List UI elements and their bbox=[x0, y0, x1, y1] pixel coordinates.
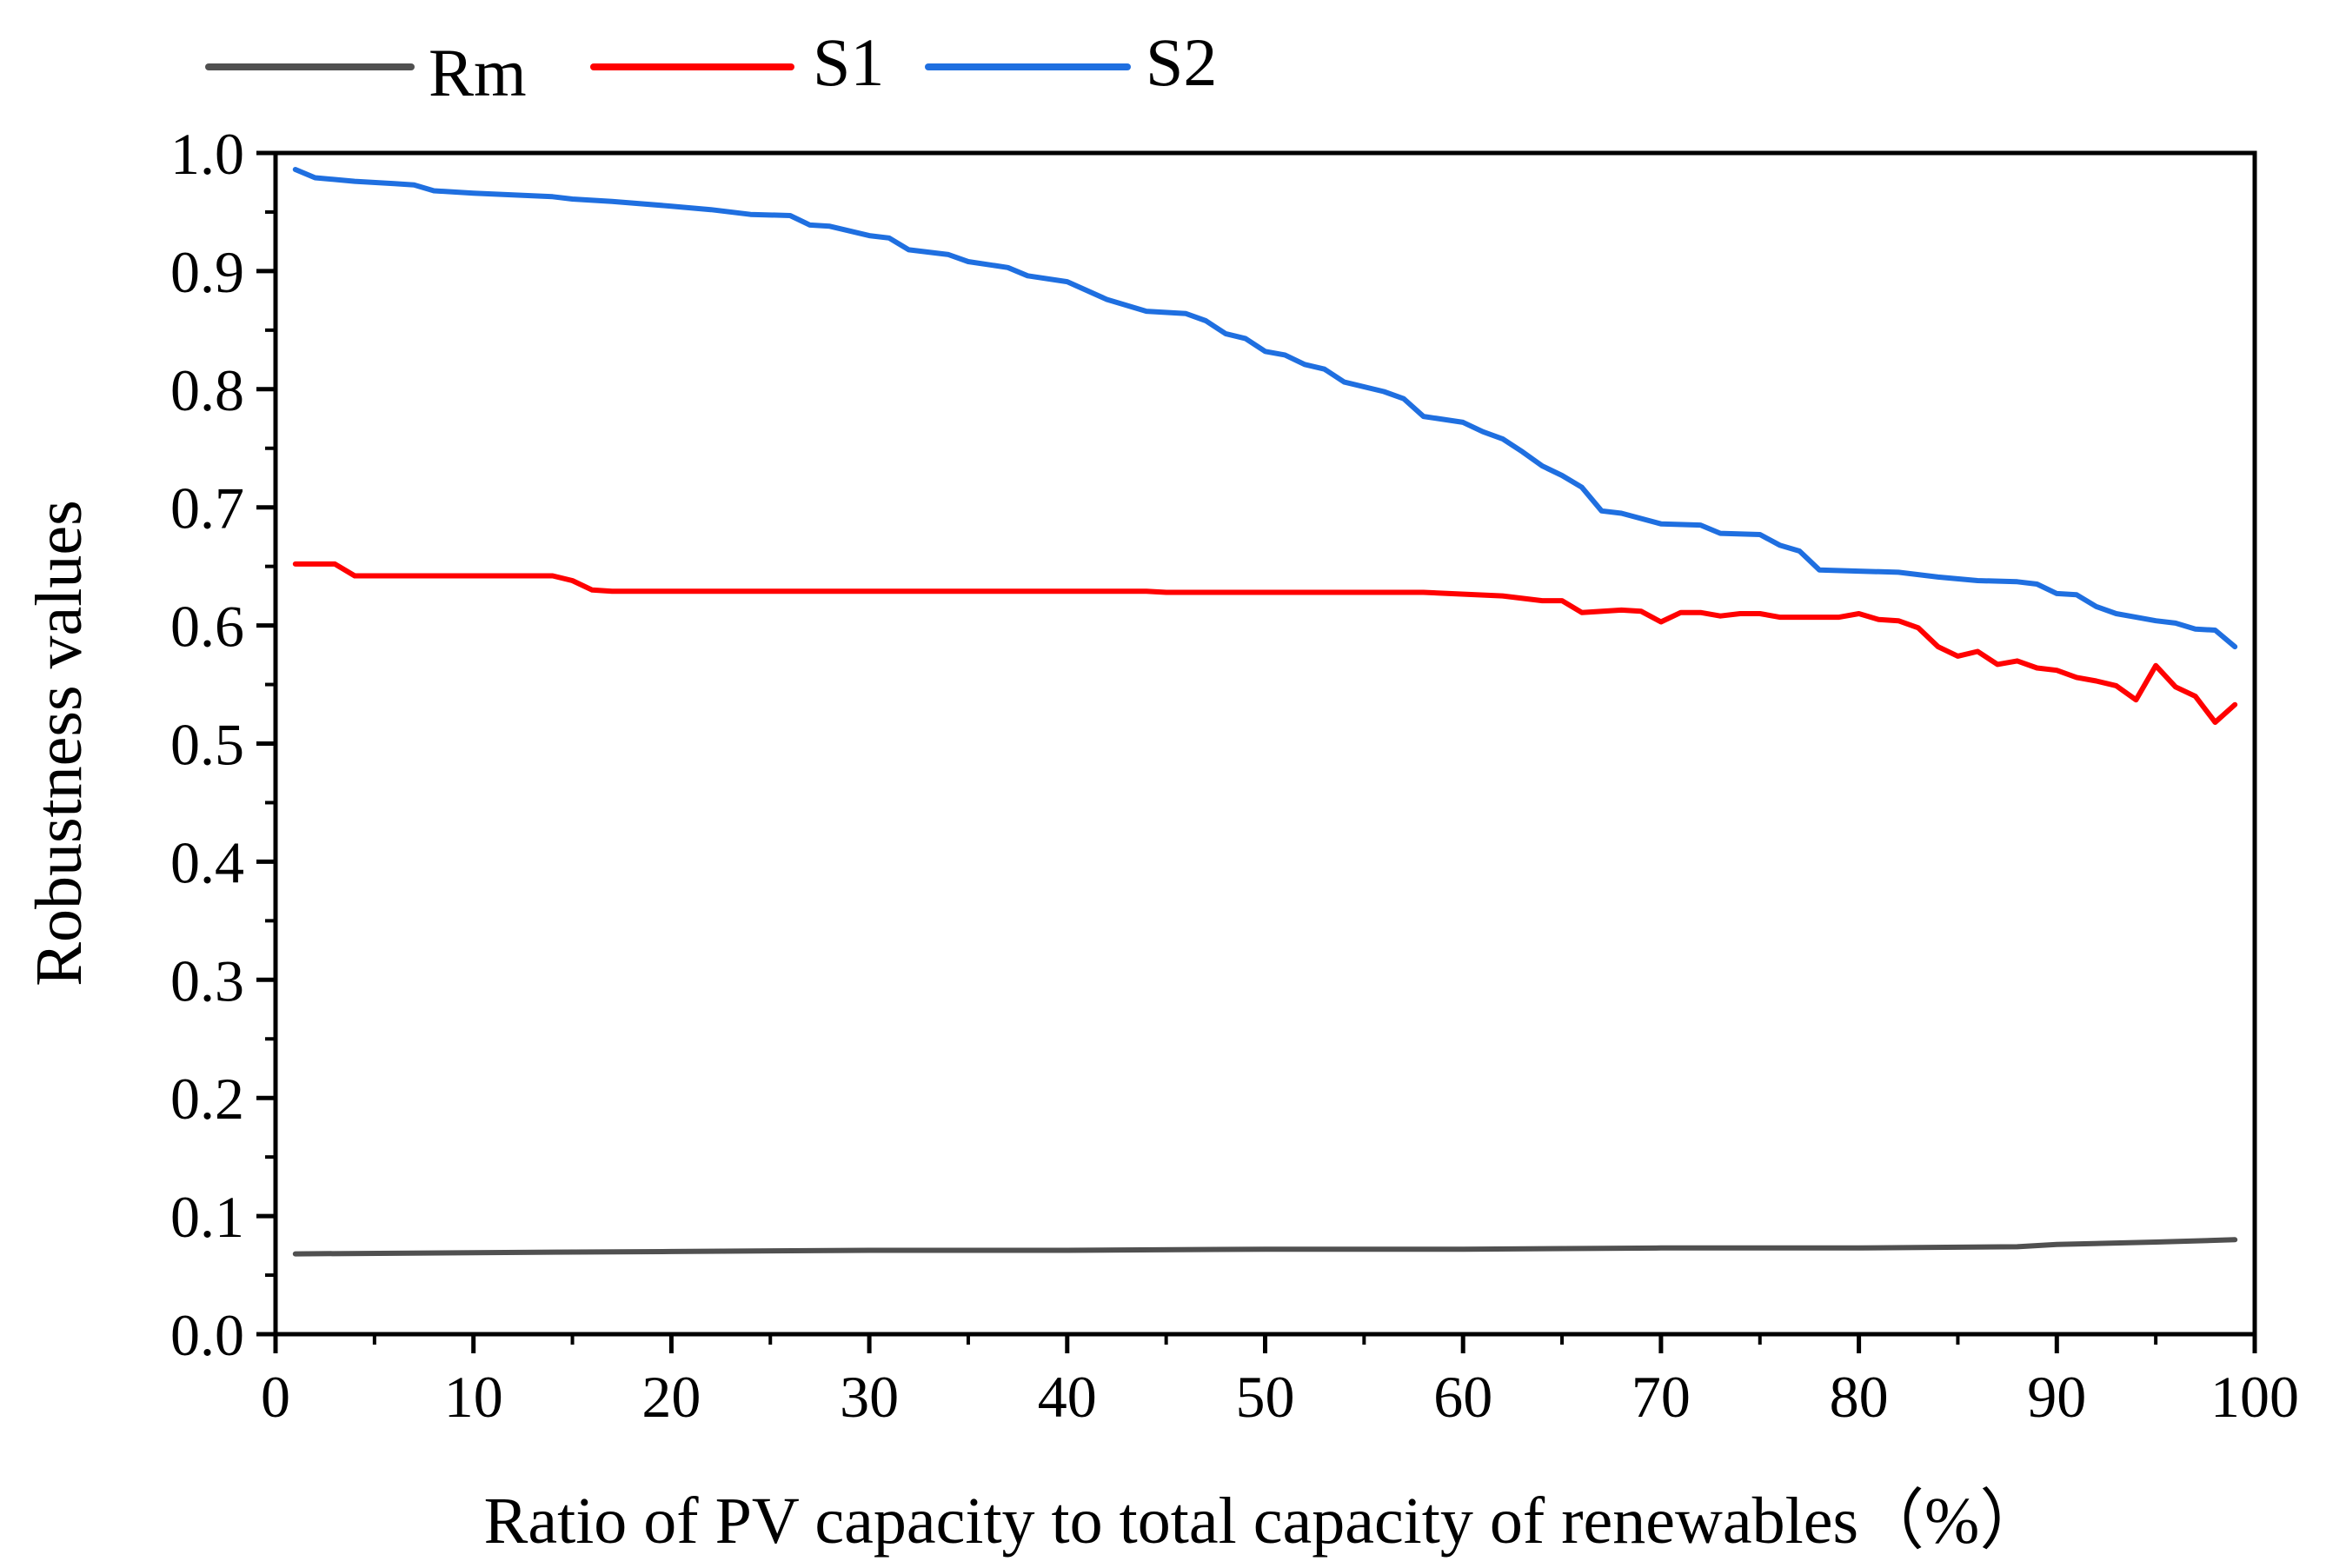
x-tick-label: 30 bbox=[840, 1364, 899, 1430]
series-line-rm bbox=[292, 1237, 2238, 1257]
y-tick-label: 0.5 bbox=[170, 712, 244, 778]
x-tick-label: 80 bbox=[1830, 1364, 1889, 1430]
y-tick-label: 0.1 bbox=[170, 1184, 244, 1250]
legend-label-s1: S1 bbox=[813, 24, 884, 100]
legend-label-s2: S2 bbox=[1146, 24, 1217, 100]
legend-label-rm: Rm bbox=[429, 35, 527, 110]
y-tick-label: 0.9 bbox=[170, 239, 244, 305]
legend: Rm S1 S2 bbox=[205, 24, 1217, 110]
x-tick-label: 100 bbox=[2210, 1364, 2299, 1430]
y-tick-label: 1.0 bbox=[170, 121, 244, 187]
series-line-s1 bbox=[292, 561, 2238, 725]
y-tick-label: 0.0 bbox=[170, 1302, 244, 1368]
y-tick-label: 0.4 bbox=[170, 829, 244, 895]
y-tick-label: 0.3 bbox=[170, 947, 244, 1013]
x-tick-label: 40 bbox=[1038, 1364, 1097, 1430]
y-tick-label: 0.2 bbox=[170, 1066, 244, 1132]
y-axis-title: Robustness values bbox=[23, 500, 96, 986]
x-axis-title: Ratio of PV capacity to total capacity o… bbox=[484, 1485, 2046, 1558]
y-tick-label: 0.8 bbox=[170, 357, 244, 423]
plot-area bbox=[273, 150, 2257, 1337]
series-line-s2 bbox=[292, 167, 2238, 650]
x-tick-label: 70 bbox=[1632, 1364, 1691, 1430]
series-layer bbox=[292, 167, 2238, 1257]
y-tick-label: 0.6 bbox=[170, 594, 244, 660]
x-axis: 0 10 20 30 40 50 60 70 80 90 100 bbox=[261, 1334, 2299, 1430]
x-tick-label: 20 bbox=[641, 1364, 701, 1430]
x-tick-label: 50 bbox=[1236, 1364, 1295, 1430]
y-tick-label: 0.7 bbox=[170, 475, 244, 541]
y-axis: 0.0 0.1 0.2 0.3 0.4 0.5 0.6 0.7 0.8 0.9 1.0 bbox=[170, 121, 276, 1368]
x-tick-label: 60 bbox=[1433, 1364, 1492, 1430]
x-tick-label: 90 bbox=[2027, 1364, 2086, 1430]
x-tick-label: 10 bbox=[444, 1364, 503, 1430]
x-tick-label: 0 bbox=[261, 1364, 290, 1430]
